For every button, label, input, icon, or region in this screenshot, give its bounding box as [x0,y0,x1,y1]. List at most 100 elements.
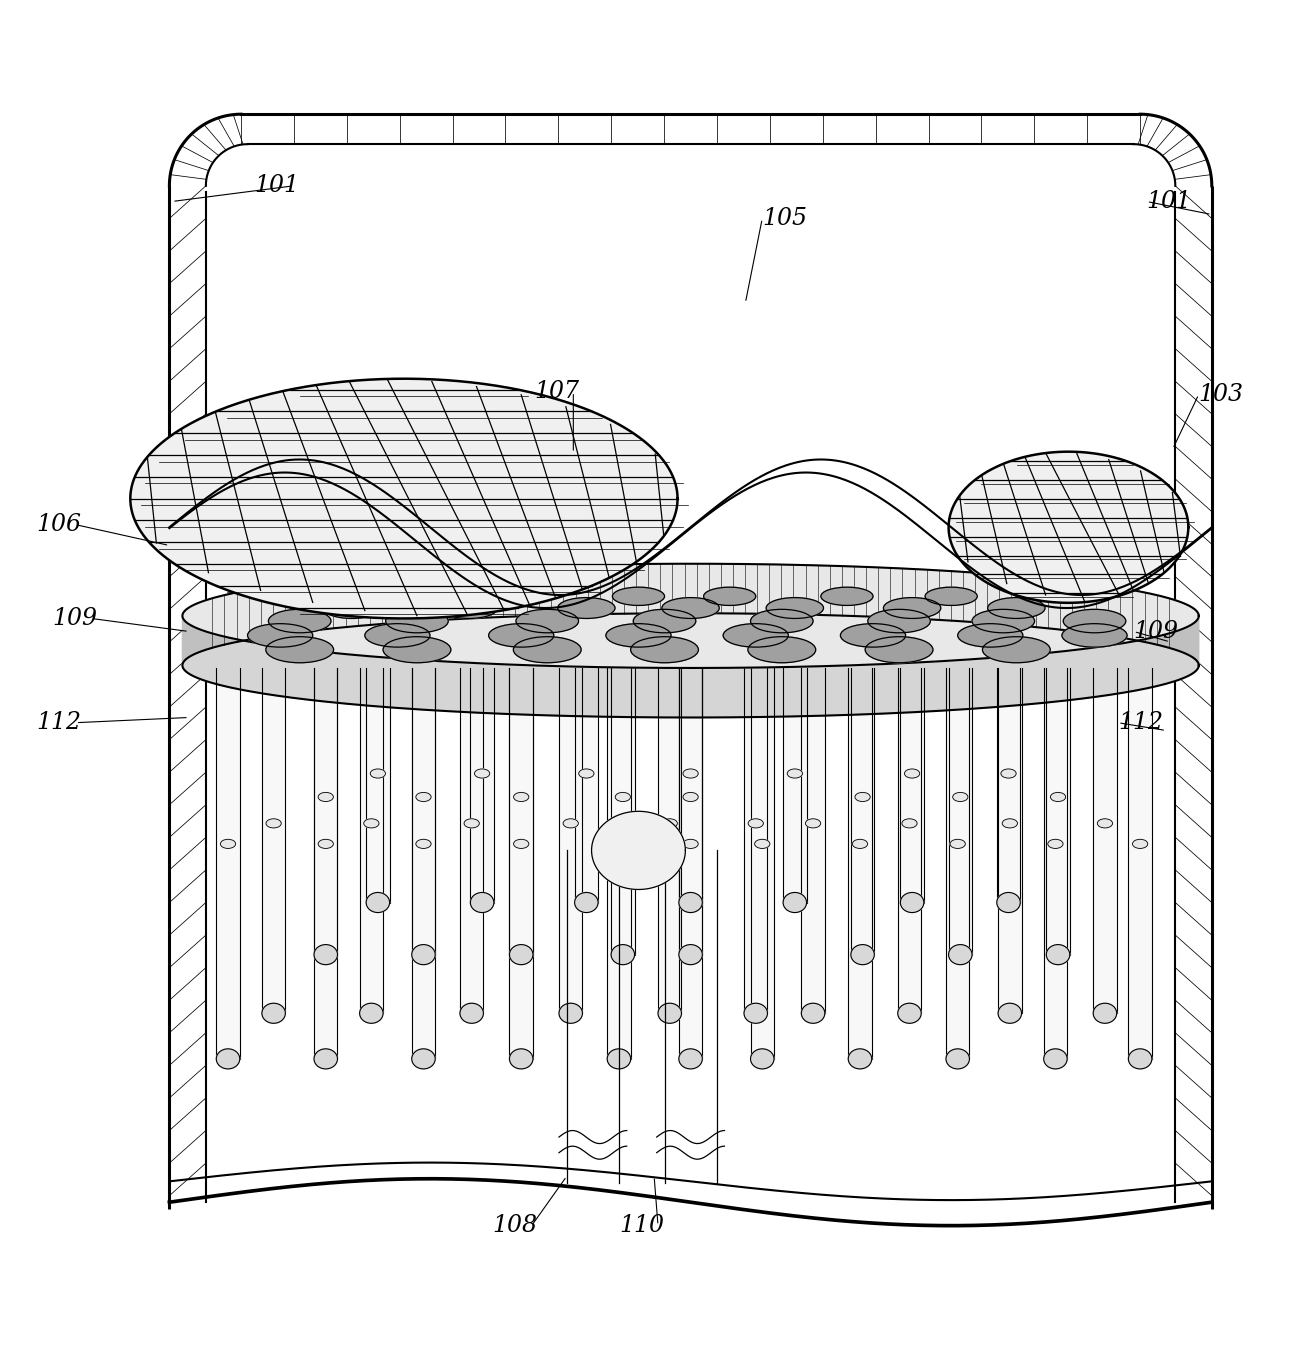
Ellipse shape [365,624,430,647]
Ellipse shape [658,1004,681,1023]
Polygon shape [412,667,435,955]
Ellipse shape [416,839,431,849]
Polygon shape [575,667,598,903]
Ellipse shape [982,636,1050,663]
Polygon shape [509,667,533,1058]
Polygon shape [592,812,685,889]
Ellipse shape [748,819,764,828]
Ellipse shape [679,945,702,964]
Polygon shape [848,667,872,1058]
Ellipse shape [1050,793,1066,801]
Ellipse shape [662,819,678,828]
Ellipse shape [848,1049,872,1069]
Ellipse shape [370,770,386,778]
Ellipse shape [489,624,554,647]
Polygon shape [744,667,767,1013]
Ellipse shape [416,793,431,801]
Polygon shape [658,667,681,1013]
Ellipse shape [318,839,334,849]
Ellipse shape [513,839,529,849]
Ellipse shape [579,770,594,778]
Polygon shape [314,667,337,955]
Ellipse shape [559,1004,582,1023]
Ellipse shape [364,819,379,828]
Polygon shape [412,667,435,1058]
Ellipse shape [460,1004,483,1023]
Polygon shape [130,379,678,618]
Ellipse shape [868,609,930,633]
Ellipse shape [766,598,823,618]
Ellipse shape [509,1049,533,1069]
Ellipse shape [723,624,788,647]
Ellipse shape [865,636,933,663]
Ellipse shape [679,1049,702,1069]
Ellipse shape [679,892,702,913]
Ellipse shape [495,587,547,606]
Polygon shape [998,667,1022,1013]
Polygon shape [182,613,1199,718]
Polygon shape [216,667,240,1058]
Ellipse shape [607,1049,631,1069]
Ellipse shape [972,609,1035,633]
Ellipse shape [998,1004,1022,1023]
Ellipse shape [787,770,803,778]
Ellipse shape [704,587,756,606]
Ellipse shape [575,892,598,913]
Ellipse shape [509,945,533,964]
Text: 106: 106 [36,513,82,537]
Ellipse shape [611,945,635,964]
Ellipse shape [904,770,920,778]
Ellipse shape [821,587,873,606]
Text: 112: 112 [36,711,82,734]
Ellipse shape [360,1004,383,1023]
Ellipse shape [950,839,966,849]
Polygon shape [360,667,383,1013]
Ellipse shape [1046,945,1070,964]
Ellipse shape [464,819,480,828]
Polygon shape [851,667,874,955]
Polygon shape [1128,667,1152,1058]
Ellipse shape [902,819,917,828]
Polygon shape [559,667,582,1013]
Ellipse shape [268,609,331,633]
Polygon shape [679,667,702,903]
Polygon shape [607,667,631,1058]
Ellipse shape [386,609,448,633]
Ellipse shape [220,839,236,849]
Ellipse shape [662,598,719,618]
Polygon shape [509,667,533,955]
Ellipse shape [615,793,631,801]
Text: 103: 103 [1199,383,1244,406]
Polygon shape [949,452,1188,603]
Ellipse shape [412,1049,435,1069]
Ellipse shape [683,770,698,778]
Ellipse shape [378,587,430,606]
Ellipse shape [883,598,941,618]
Ellipse shape [1048,839,1063,849]
Ellipse shape [383,636,451,663]
Ellipse shape [900,892,924,913]
Text: 108: 108 [493,1214,538,1237]
Polygon shape [1046,667,1070,955]
Ellipse shape [1063,609,1126,633]
Ellipse shape [558,598,615,618]
Ellipse shape [323,598,380,618]
Polygon shape [182,564,1199,666]
Ellipse shape [474,770,490,778]
Ellipse shape [958,624,1023,647]
Ellipse shape [925,587,977,606]
Ellipse shape [851,945,874,964]
Ellipse shape [988,598,1045,618]
Text: 109: 109 [52,607,98,631]
Ellipse shape [898,1004,921,1023]
Ellipse shape [754,839,770,849]
Ellipse shape [1044,1049,1067,1069]
Ellipse shape [612,587,665,606]
Ellipse shape [840,624,906,647]
Polygon shape [1093,667,1117,1013]
Text: 105: 105 [762,207,808,230]
Ellipse shape [470,892,494,913]
Polygon shape [801,667,825,1013]
Ellipse shape [1093,1004,1117,1023]
Ellipse shape [1097,819,1113,828]
